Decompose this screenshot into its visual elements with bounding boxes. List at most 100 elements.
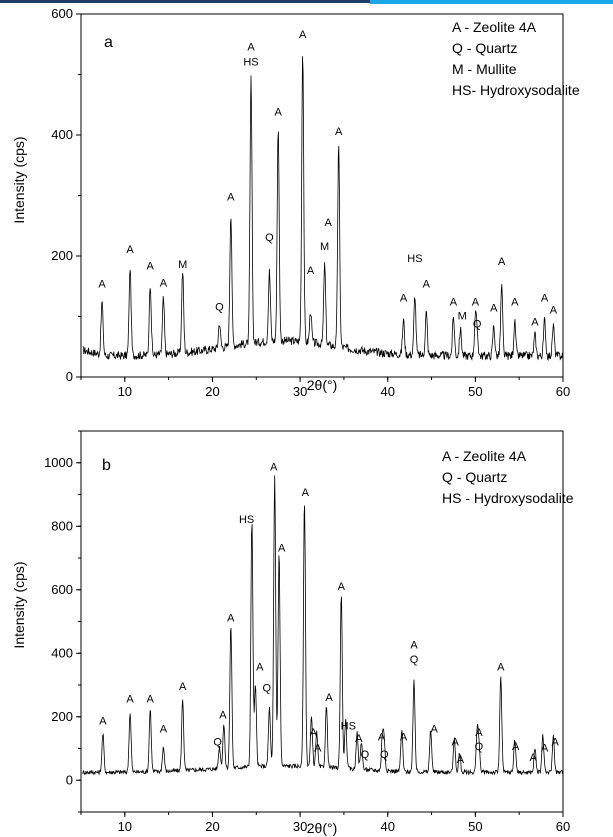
peak-label: A — [410, 639, 418, 651]
peak-label: A — [160, 277, 168, 289]
x-tick-label: 50 — [468, 819, 482, 834]
peak-label: Q — [380, 749, 389, 761]
peak-label: A — [227, 191, 235, 203]
y-axis-label-a: Intensity (cps) — [11, 136, 27, 223]
peak-label: A — [256, 662, 264, 674]
peak-label: A — [550, 304, 558, 316]
y-tick-label: 200 — [51, 709, 73, 724]
peak-label: A — [310, 727, 318, 739]
chart-panel-b: b Intensity (cps) 2θ(°) A - Zeolite 4A Q… — [11, 430, 574, 836]
peak-label: Q — [215, 301, 224, 313]
peak-label: A — [498, 256, 506, 268]
peak-label: Q — [473, 318, 482, 330]
peak-label: A — [307, 265, 315, 277]
peak-label: A — [512, 741, 520, 753]
peak-label: A — [335, 126, 343, 138]
x-tick-label: 10 — [118, 819, 132, 834]
peak-label: A — [472, 297, 480, 309]
peak-label: A — [450, 297, 458, 309]
x-axis-label-b: 2θ(°) — [307, 820, 338, 836]
peak-label: Q — [265, 232, 274, 244]
peak-label: A — [457, 754, 465, 766]
peak-label: A — [302, 487, 310, 499]
y-tick-label: 600 — [51, 582, 73, 597]
peak-label: A — [452, 736, 460, 748]
peak-label: A — [475, 727, 483, 739]
legend-entry-b-3: HS - Hydroxysodalite — [442, 490, 574, 506]
y-tick-label: 0 — [66, 772, 73, 787]
x-tick-label: 60 — [556, 819, 570, 834]
peak-label: A — [355, 733, 363, 745]
peak-label: A — [551, 736, 559, 748]
x-tick-label: 20 — [205, 819, 219, 834]
xrd-trace — [82, 56, 564, 362]
peak-label: A — [431, 724, 439, 736]
plot-frame — [80, 430, 564, 813]
peak-label: A — [299, 29, 307, 41]
y-tick-label: 400 — [51, 127, 73, 142]
y-tick-label: 400 — [51, 645, 73, 660]
y-axis-label-b: Intensity (cps) — [11, 561, 27, 648]
peak-label: A — [227, 613, 235, 625]
peak-label: A — [531, 317, 539, 329]
peak-label: Q — [475, 741, 484, 753]
peak-label: A — [325, 692, 333, 704]
peak-label: A — [423, 278, 431, 290]
peak-label: Q — [263, 682, 272, 694]
peak-label: M — [458, 311, 467, 323]
peak-label: Q — [410, 654, 419, 666]
peak-label: Q — [213, 736, 222, 748]
peak-label: A — [530, 752, 538, 764]
peak-label: A — [324, 217, 332, 229]
legend-a: A - Zeolite 4A Q - Quartz M - Mullite HS… — [452, 19, 580, 98]
x-tick-label: 30 — [293, 384, 307, 399]
peak-label: A — [126, 693, 134, 705]
peak-label: A — [378, 732, 386, 744]
x-tick-label: 40 — [380, 819, 394, 834]
peak-label: HS — [341, 720, 356, 732]
peak-label: A — [147, 693, 155, 705]
x-tick-label: 20 — [205, 384, 219, 399]
x-tick-label: 10 — [118, 384, 132, 399]
peak-label: M — [320, 241, 329, 253]
peak-label: A — [179, 681, 187, 693]
x-tick-label: 40 — [380, 384, 394, 399]
peak-label: A — [541, 292, 549, 304]
peak-label: A — [126, 244, 134, 256]
legend-entry-a-4: HS- Hydroxysodalite — [452, 82, 580, 98]
peak-label: A — [247, 41, 255, 53]
legend-entry-a-1: A - Zeolite 4A — [452, 19, 537, 35]
xrd-trace — [82, 475, 564, 776]
y-tick-label: 200 — [51, 248, 73, 263]
header-accent-bar-dark — [0, 0, 370, 3]
peak-label: A — [400, 292, 408, 304]
x-tick-label: 30 — [293, 819, 307, 834]
peak-label: A — [99, 716, 107, 728]
legend-entry-a-3: M - Mullite — [452, 61, 517, 77]
x-tick-label: 50 — [468, 384, 482, 399]
x-tick-label: 60 — [556, 384, 570, 399]
peak-label: HS — [239, 514, 254, 526]
panel-label-a: a — [104, 34, 113, 51]
peak-label: A — [400, 732, 408, 744]
peak-label: A — [98, 278, 106, 290]
header-accent-bar-light — [370, 0, 613, 4]
peak-label: A — [160, 724, 168, 736]
peak-label: A — [270, 462, 278, 474]
legend-entry-b-1: A - Zeolite 4A — [442, 448, 527, 464]
y-tick-label: 800 — [51, 518, 73, 533]
peak-label: A — [541, 743, 549, 755]
peak-label: A — [511, 297, 519, 309]
peak-label: A — [147, 260, 155, 272]
peak-label: HS — [407, 253, 422, 265]
peak-label: A — [338, 581, 346, 593]
peak-label: A — [497, 662, 505, 674]
peak-label: A — [278, 543, 286, 555]
peak-label: HS — [243, 56, 258, 68]
legend-entry-b-2: Q - Quartz — [442, 469, 507, 485]
peak-label: A — [490, 303, 498, 315]
legend-entry-a-2: Q - Quartz — [452, 40, 517, 56]
y-tick-label: 1000 — [44, 455, 73, 470]
y-tick-label: 600 — [51, 6, 73, 21]
